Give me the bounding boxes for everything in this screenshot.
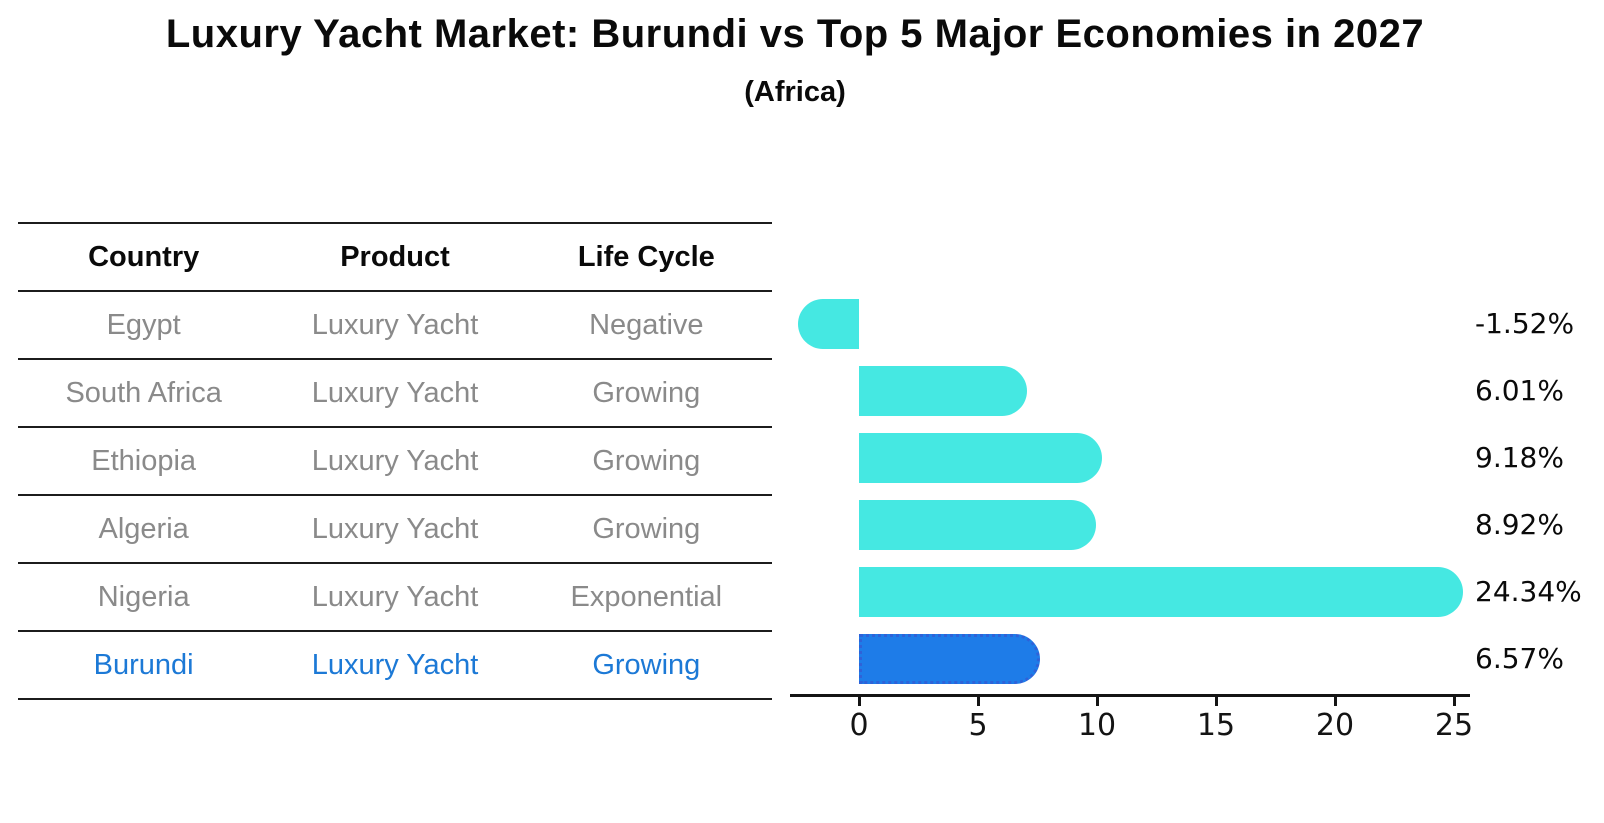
table-row: Ethiopia Luxury Yacht Growing — [18, 428, 772, 496]
table-header-row: Country Product Life Cycle — [18, 224, 772, 292]
x-tick-label: 5 — [968, 708, 988, 743]
life-cycle-cell: Growing — [592, 648, 701, 681]
bar-algeria — [859, 500, 1097, 550]
column-header-product: Product — [340, 240, 450, 273]
country-cell: Egypt — [106, 308, 181, 341]
product-cell: Luxury Yacht — [311, 444, 479, 477]
x-tick-label: 10 — [1077, 708, 1117, 743]
value-label: -1.52% — [1475, 307, 1575, 340]
life-cycle-cell: Growing — [592, 444, 701, 477]
x-tick — [858, 697, 861, 706]
product-cell: Luxury Yacht — [311, 308, 479, 341]
table-row-highlighted: Burundi Luxury Yacht Growing — [18, 632, 772, 700]
table-row: Egypt Luxury Yacht Negative — [18, 292, 772, 360]
life-cycle-cell: Growing — [592, 376, 701, 409]
product-cell: Luxury Yacht — [311, 512, 479, 545]
value-label: 6.57% — [1475, 642, 1564, 675]
column-header-country: Country — [88, 240, 200, 273]
table-row: Algeria Luxury Yacht Growing — [18, 496, 772, 564]
product-cell: Luxury Yacht — [311, 648, 479, 681]
bar-chart: -1.52% 6.01% 9.18% 8.92% 24.34% 6.57% 0 … — [790, 290, 1600, 770]
x-axis-line — [790, 694, 1470, 697]
x-tick — [1453, 697, 1456, 706]
life-cycle-cell: Negative — [589, 308, 704, 341]
bar-burundi-highlighted — [859, 634, 1041, 684]
country-cell: Nigeria — [97, 580, 190, 613]
chart-subtitle: (Africa) — [744, 76, 846, 108]
value-label: 6.01% — [1475, 374, 1564, 407]
x-tick-label: 0 — [849, 708, 869, 743]
bar-egypt — [797, 299, 859, 349]
value-label: 24.34% — [1475, 575, 1582, 608]
x-tick-label: 25 — [1434, 708, 1474, 743]
x-tick — [1215, 697, 1218, 706]
column-header-life-cycle: Life Cycle — [577, 240, 715, 273]
table-row: Nigeria Luxury Yacht Exponential — [18, 564, 772, 632]
bar-south-africa — [859, 366, 1028, 416]
country-table: Country Product Life Cycle Egypt Luxury … — [18, 222, 772, 700]
country-cell: Burundi — [93, 648, 194, 681]
country-cell: Ethiopia — [91, 444, 197, 477]
bar-nigeria — [859, 567, 1464, 617]
country-cell: Algeria — [98, 512, 189, 545]
value-label: 8.92% — [1475, 508, 1564, 541]
value-label: 9.18% — [1475, 441, 1564, 474]
x-tick — [977, 697, 980, 706]
x-tick-label: 15 — [1196, 708, 1236, 743]
product-cell: Luxury Yacht — [311, 580, 479, 613]
country-cell: South Africa — [65, 376, 222, 409]
x-tick-label: 20 — [1315, 708, 1355, 743]
chart-title: Luxury Yacht Market: Burundi vs Top 5 Ma… — [165, 12, 1425, 56]
bar-ethiopia — [859, 433, 1103, 483]
life-cycle-cell: Exponential — [570, 580, 723, 613]
x-tick — [1096, 697, 1099, 706]
x-tick — [1334, 697, 1337, 706]
table-row: South Africa Luxury Yacht Growing — [18, 360, 772, 428]
product-cell: Luxury Yacht — [311, 376, 479, 409]
life-cycle-cell: Growing — [592, 512, 701, 545]
